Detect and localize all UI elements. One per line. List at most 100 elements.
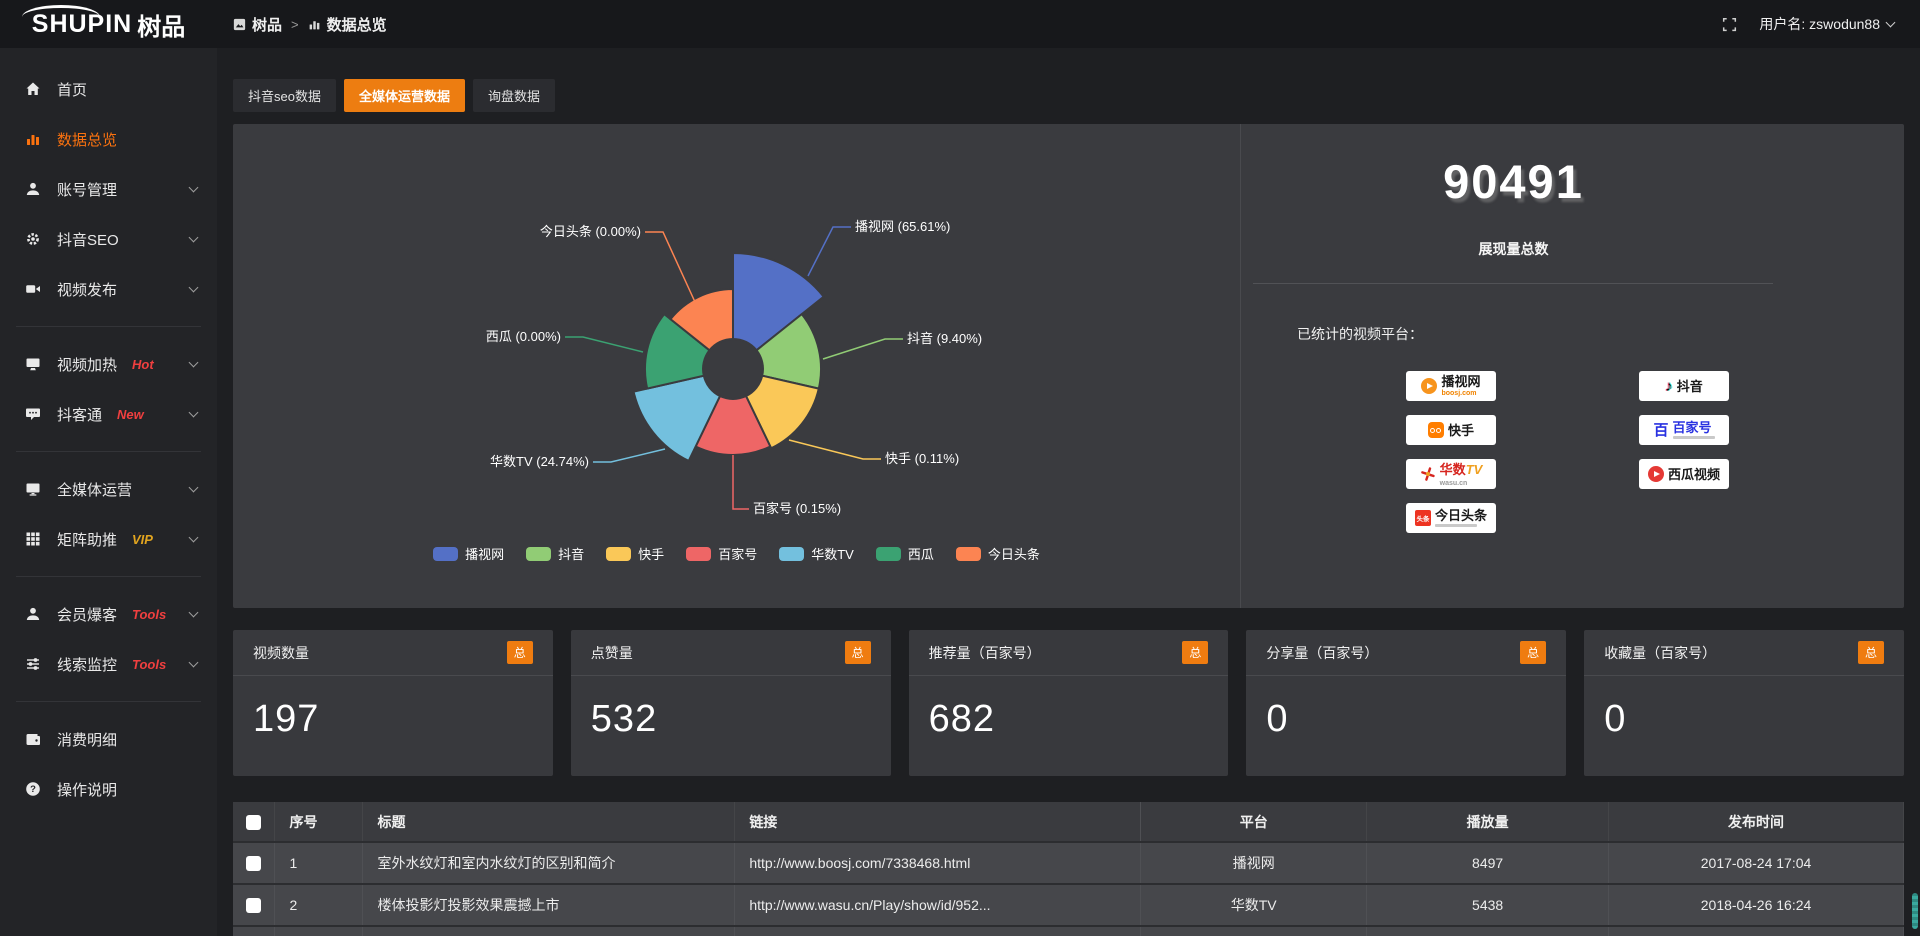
leader-line-boshiwang	[807, 226, 851, 277]
impressions-summary: 90491 展现量总数 已统计的视频平台： 播视网 boosj.com ♪ 抖音 …	[1240, 124, 1904, 608]
sidebar-item-omnimedia-operation[interactable]: 全媒体运营	[0, 464, 217, 514]
sidebar-item-instructions[interactable]: ? 操作说明	[0, 764, 217, 814]
breadcrumb-item-shupin[interactable]: 树品	[233, 14, 282, 35]
table-row-partial[interactable]	[233, 925, 1904, 936]
bar-chart-icon	[309, 20, 319, 29]
chevron-down-icon	[188, 182, 199, 193]
sidebar-item-video-publish[interactable]: 视频发布	[0, 264, 217, 314]
sidebar-item-spending-details[interactable]: 消费明细	[0, 714, 217, 764]
pie-slice-xigua[interactable]	[644, 312, 711, 390]
cell-title-link[interactable]: 室外水纹灯和室内水纹灯的区别和简介	[362, 841, 736, 884]
cell-plays: 5438	[1366, 883, 1610, 926]
sidebar-divider	[16, 451, 201, 452]
chevron-down-icon	[188, 282, 199, 293]
tab-inquiry-data[interactable]: 询盘数据	[472, 79, 555, 112]
stat-value: 0	[1266, 698, 1289, 740]
video-camera-icon	[24, 281, 42, 297]
sidebar-item-home[interactable]: 首页	[0, 64, 217, 114]
cell-platform: 华数TV	[1140, 883, 1368, 926]
row-checkbox[interactable]	[246, 898, 262, 914]
leader-line-xigua	[565, 336, 644, 353]
stat-card-shares: 分享量（百家号）总 0	[1246, 630, 1567, 776]
total-badge: 总	[1182, 641, 1209, 664]
sidebar-item-matrix-boost[interactable]: 矩阵助推 VIP	[0, 514, 217, 564]
legend-item-douyin[interactable]: 抖音	[526, 544, 584, 563]
leader-line-kuaishou	[788, 439, 881, 460]
kuaishou-icon	[1427, 422, 1444, 438]
legend-item-washutv[interactable]: 华数TV	[779, 544, 854, 563]
grid-icon	[24, 531, 42, 547]
logo-arc-decoration	[22, 5, 100, 17]
legend-item-baijiahao[interactable]: 百家号	[686, 544, 757, 563]
pie-slice-toutiao[interactable]	[669, 287, 734, 352]
legend-item-toutiao[interactable]: 今日头条	[955, 544, 1040, 563]
sidebar-item-video-heat[interactable]: 视频加热 Hot	[0, 339, 217, 389]
scrollbar-thumb[interactable]	[1912, 893, 1918, 929]
sidebar-item-data-overview[interactable]: 数据总览	[0, 114, 217, 164]
logo-text-cn: 树品	[137, 13, 186, 41]
legend-item-xigua[interactable]: 西瓜	[875, 544, 934, 563]
cell-platform: 播视网	[1140, 841, 1368, 884]
legend-swatch	[686, 546, 712, 561]
leader-line-toutiao	[645, 231, 696, 303]
legend-swatch	[955, 546, 981, 561]
cell-url-link[interactable]: http://www.wasu.cn/Play/show/id/952...	[734, 883, 1142, 926]
stat-card-likes: 点赞量总 532	[570, 630, 891, 776]
sidebar-item-member-baoke[interactable]: 会员爆客 Tools	[0, 589, 217, 639]
topbar: SHUPIN 树品 树品 > 数据总览 用户名: zswodun88	[0, 0, 1920, 48]
summary-divider	[1253, 283, 1773, 284]
cell-title-link[interactable]: 楼体投影灯投影效果震撼上市	[362, 883, 736, 926]
platform-badge-xigua: 西瓜视频	[1639, 459, 1729, 489]
sidebar-divider	[16, 326, 201, 327]
xigua-play-icon	[1647, 466, 1664, 482]
leader-line-washutv	[593, 448, 666, 463]
leader-line-baijiahao	[732, 455, 749, 510]
column-header-time: 发布时间	[1608, 802, 1904, 842]
toutiao-icon: 头条	[1414, 510, 1431, 526]
column-header-plays: 播放量	[1366, 802, 1610, 842]
breadcrumb-item-data-overview[interactable]: 数据总览	[308, 14, 387, 35]
platform-badge-toutiao: 头条 今日头条	[1406, 503, 1496, 533]
platform-share-rose-chart: 播视网 (65.61%) 抖音 (9.40%) 快手 (0.11%) 百家号 (…	[233, 124, 1240, 608]
legend-swatch	[433, 546, 459, 561]
sidebar-divider	[16, 576, 201, 577]
pie-slice-boshiwang[interactable]	[732, 251, 826, 352]
user-menu[interactable]: 用户名: zswodun88	[1759, 14, 1896, 34]
row-checkbox[interactable]	[246, 856, 262, 872]
fullscreen-icon[interactable]	[1722, 17, 1737, 32]
app-logo: SHUPIN 树品	[0, 0, 217, 48]
select-all-checkbox[interactable]	[246, 814, 262, 830]
table-row[interactable]: 2 楼体投影灯投影效果震撼上市 http://www.wasu.cn/Play/…	[233, 883, 1904, 926]
tiktok-note-icon: ♪	[1665, 377, 1673, 395]
pie-slice-kuaishou[interactable]	[744, 374, 820, 450]
legend-item-boshiwang[interactable]: 播视网	[433, 544, 504, 563]
tab-omnimedia-data[interactable]: 全媒体运营数据	[343, 79, 465, 112]
stat-card-recommendations: 推荐量（百家号）总 682	[908, 630, 1229, 776]
person-icon	[24, 606, 42, 622]
pie-slice-washutv[interactable]	[632, 374, 722, 463]
sidebar-item-lead-monitoring[interactable]: 线索监控 Tools	[0, 639, 217, 689]
stat-card-favorites: 收藏量（百家号）总 0	[1584, 630, 1904, 776]
question-circle-icon: ?	[24, 781, 42, 797]
chevron-down-icon	[188, 532, 199, 543]
table-row[interactable]: 1 室外水纹灯和室内水纹灯的区别和简介 http://www.boosj.com…	[233, 841, 1904, 884]
column-header-title: 标题	[362, 802, 736, 842]
pie-label-toutiao: 今日头条 (0.00%)	[540, 224, 641, 239]
cell-url-link[interactable]: http://www.boosj.com/7338468.html	[734, 841, 1142, 884]
cell-no: 1	[274, 841, 364, 884]
sidebar-item-doketong[interactable]: 抖客通 New	[0, 389, 217, 439]
hot-badge: Hot	[132, 356, 154, 372]
sidebar-item-account-management[interactable]: 账号管理	[0, 164, 217, 214]
tab-douyin-seo-data[interactable]: 抖音seo数据	[233, 79, 336, 112]
legend-swatch	[526, 546, 552, 561]
pie-slice-douyin[interactable]	[755, 312, 822, 390]
legend-item-kuaishou[interactable]: 快手	[606, 544, 664, 563]
gear-icon	[24, 231, 42, 247]
pie-label-kuaishou: 快手 (0.11%)	[885, 451, 959, 466]
breadcrumb-separator: >	[291, 16, 299, 32]
chart-legend: 播视网 抖音 快手 百家号 华数TV 西瓜 今日头条	[233, 544, 1240, 563]
stat-value: 0	[1604, 698, 1627, 740]
sidebar-item-douyin-seo[interactable]: 抖音SEO	[0, 214, 217, 264]
total-badge: 总	[506, 641, 533, 664]
tools-badge: Tools	[132, 606, 167, 622]
